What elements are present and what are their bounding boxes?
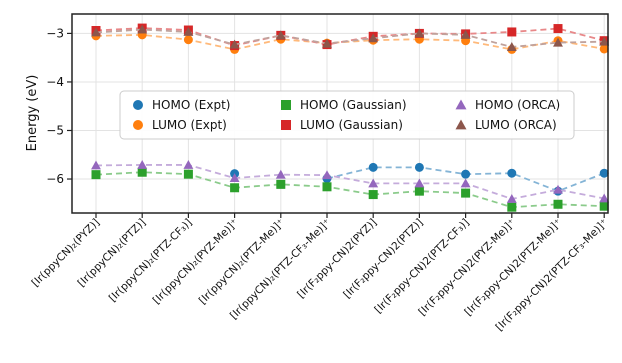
axes: −6−5−4−3[Ir(ppyCN)₂(PYZ)][Ir(ppyCN)₂(PTZ… (30, 26, 611, 333)
data-point (460, 178, 471, 188)
legend-item: LUMO (Gaussian) (281, 118, 403, 132)
data-point (91, 170, 101, 180)
legend-label: HOMO (ORCA) (475, 98, 560, 112)
series-line (95, 33, 605, 51)
x-tick-label: [Ir(F₂ppy-CN)2(PTZ)] (341, 217, 425, 301)
x-tick-label: [Ir(F₂ppy-CN)2(PYZ)] (295, 217, 379, 301)
y-tick-label: −3 (46, 26, 64, 40)
legend-item: HOMO (Gaussian) (281, 98, 407, 112)
x-tick-label: [Ir(F₂ppy-CN)2(PYZ-Me)]⁺ (416, 217, 518, 319)
data-point (275, 169, 286, 179)
data-point (275, 30, 286, 40)
data-point (507, 202, 517, 212)
data-point (599, 44, 609, 54)
y-tick-label: −6 (46, 172, 64, 186)
series (91, 167, 609, 212)
data-point (414, 178, 425, 188)
x-tick-label: [Ir(ppyCN)₂(PTZ-Me)]⁺ (197, 217, 287, 307)
data-point (322, 182, 332, 192)
legend-marker (455, 99, 467, 110)
data-point (137, 24, 148, 34)
data-point (414, 162, 424, 172)
data-point (91, 27, 101, 37)
data-point (414, 28, 425, 38)
y-tick-label: −4 (46, 75, 64, 89)
data-point (414, 186, 424, 196)
legend-marker (281, 120, 291, 130)
series (91, 159, 610, 203)
data-point (368, 162, 378, 172)
series-line (95, 27, 605, 47)
data-point (507, 27, 517, 37)
legend-label: LUMO (ORCA) (475, 118, 557, 132)
data-point (553, 199, 563, 209)
series-layer (91, 23, 610, 212)
data-point (183, 35, 193, 45)
data-point (368, 190, 378, 200)
data-point (461, 169, 471, 179)
data-point (368, 33, 379, 43)
x-tick-label: [Ir(ppyCN)₂(PYZ-Me)]⁺ (151, 217, 241, 307)
legend-item: LUMO (Expt) (133, 118, 227, 132)
data-point (368, 178, 379, 188)
y-axis-label: Energy (eV) (25, 75, 40, 152)
legend-label: HOMO (Expt) (152, 98, 230, 112)
series-line (95, 171, 605, 209)
legend-marker (133, 100, 143, 110)
data-point (599, 168, 609, 178)
x-tick-label: [Ir(F₂ppy-CN)2(PTZ-Me)]⁺ (462, 217, 564, 319)
data-point (461, 188, 471, 198)
data-point (507, 168, 517, 178)
data-point (553, 24, 563, 34)
legend-label: LUMO (Gaussian) (300, 118, 403, 132)
legend-marker (281, 100, 291, 110)
legend-item: HOMO (ORCA) (455, 98, 560, 112)
data-point (183, 27, 194, 36)
data-point (91, 160, 101, 170)
data-point (183, 169, 193, 179)
series (91, 24, 610, 51)
legend-marker (133, 120, 143, 130)
legend-label: LUMO (Expt) (152, 118, 227, 132)
data-point (599, 36, 610, 46)
data-point (230, 183, 240, 193)
plot-frame (71, 13, 609, 214)
legend-label: HOMO (Gaussian) (300, 98, 407, 112)
data-point (183, 159, 194, 169)
data-point (137, 167, 147, 177)
series-line (95, 164, 605, 200)
data-point (553, 184, 563, 194)
data-point (322, 170, 332, 180)
legend-item: LUMO (ORCA) (455, 118, 557, 132)
data-point (506, 42, 517, 51)
data-point (506, 193, 517, 203)
series-line (95, 28, 605, 48)
x-tick-label: [Ir(ppyCN)₂(PTZ-CF₃)] (107, 217, 195, 305)
data-point (276, 179, 286, 189)
legend: HOMO (Expt) HOMO (Gaussian) HOMO (ORCA) LUM… (119, 90, 575, 140)
data-point (229, 39, 240, 49)
data-point (229, 173, 240, 183)
data-point (553, 37, 563, 47)
y-tick-label: −5 (46, 123, 64, 137)
legend-marker (455, 119, 467, 130)
legend-item: HOMO (Expt) (133, 98, 230, 112)
data-point (599, 193, 610, 203)
data-point (322, 38, 332, 48)
x-tick-label: [Ir(F₂ppy-CN)2(PTZ-CF₃)] (372, 217, 471, 316)
data-point (460, 29, 471, 39)
data-point (137, 159, 148, 169)
data-point (599, 201, 609, 211)
